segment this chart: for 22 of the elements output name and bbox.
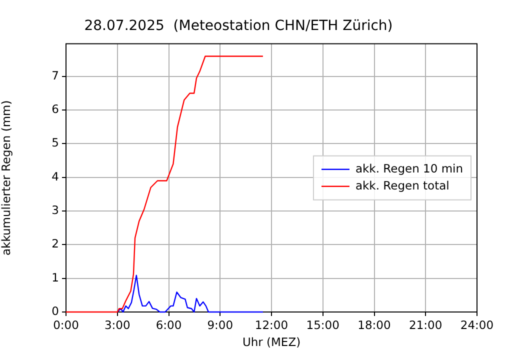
legend-label: akk. Regen total <box>355 178 450 192</box>
x-tick-label: 15:00 <box>306 318 340 332</box>
y-tick-label: 5 <box>52 136 59 150</box>
x-tick-label: 3:00 <box>104 318 130 332</box>
y-tick-label: 2 <box>52 236 59 251</box>
chart-title: 28.07.2025 (Meteostation CHN/ETH Zürich) <box>84 18 393 34</box>
y-axis-title: akkumulierter Regen (mm) <box>0 100 13 256</box>
x-tick-label: 18:00 <box>358 318 391 332</box>
y-tick-label: 4 <box>52 169 59 184</box>
x-tick-label: 6:00 <box>156 318 182 332</box>
y-tick-label: 3 <box>52 203 59 218</box>
x-tick-label: 21:00 <box>409 318 442 332</box>
x-tick-label: 9:00 <box>207 318 234 332</box>
y-tick-label: 0 <box>52 304 59 318</box>
x-tick-label: 24:00 <box>460 318 494 332</box>
x-tick-label: 0:00 <box>53 318 79 332</box>
legend-label: akk. Regen 10 min <box>355 161 464 176</box>
y-tick-label: 1 <box>52 270 59 284</box>
y-tick-label: 7 <box>52 68 59 82</box>
x-tick-label: 12:00 <box>254 318 288 332</box>
x-axis-title: Uhr (MEZ) <box>242 335 301 350</box>
y-tick-label: 6 <box>52 102 59 116</box>
